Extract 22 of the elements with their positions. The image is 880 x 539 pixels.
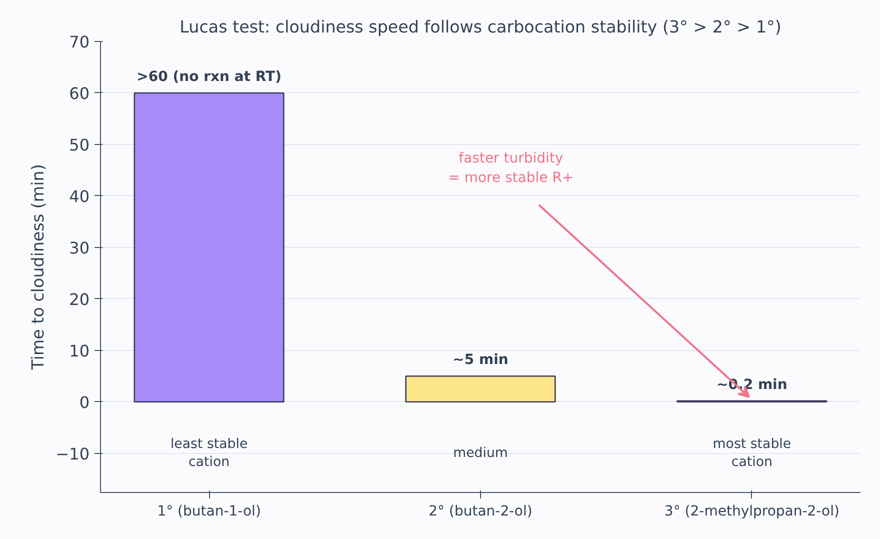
y-tick-label: 50: [69, 135, 90, 154]
bar: [134, 92, 284, 403]
x-tick-label: 1° (butan-1-ol): [157, 504, 261, 520]
y-tick-label: −10: [56, 444, 90, 464]
data-label: >60 (no rxn at RT): [136, 68, 282, 85]
annotation: faster turbidity = more stable R+: [448, 150, 574, 186]
annotation: medium: [453, 446, 508, 461]
y-axis-title: Time to cloudiness (min): [28, 164, 48, 371]
bar: [405, 375, 556, 403]
y-tick-label: 10: [69, 341, 90, 360]
annotation: least stable cation: [170, 437, 248, 470]
y-tick-label: 0: [79, 392, 90, 412]
y-tick-label: 20: [69, 290, 90, 309]
annotation: most stable cation: [712, 437, 792, 470]
y-tick-label: 40: [69, 186, 90, 206]
chart-title: Lucas test: cloudiness speed follows carbocation stability (3° > 2° > 1°): [180, 18, 782, 36]
y-tick-label: 70: [69, 32, 90, 52]
x-tick-label: 3° (2-methylpropan-2-ol): [664, 504, 840, 520]
x-tick-label: 2° (butan-2-ol): [428, 504, 532, 520]
y-tick-label: 60: [69, 84, 90, 103]
data-label: ~5 min: [452, 352, 508, 368]
y-tick-label: 30: [69, 238, 90, 258]
